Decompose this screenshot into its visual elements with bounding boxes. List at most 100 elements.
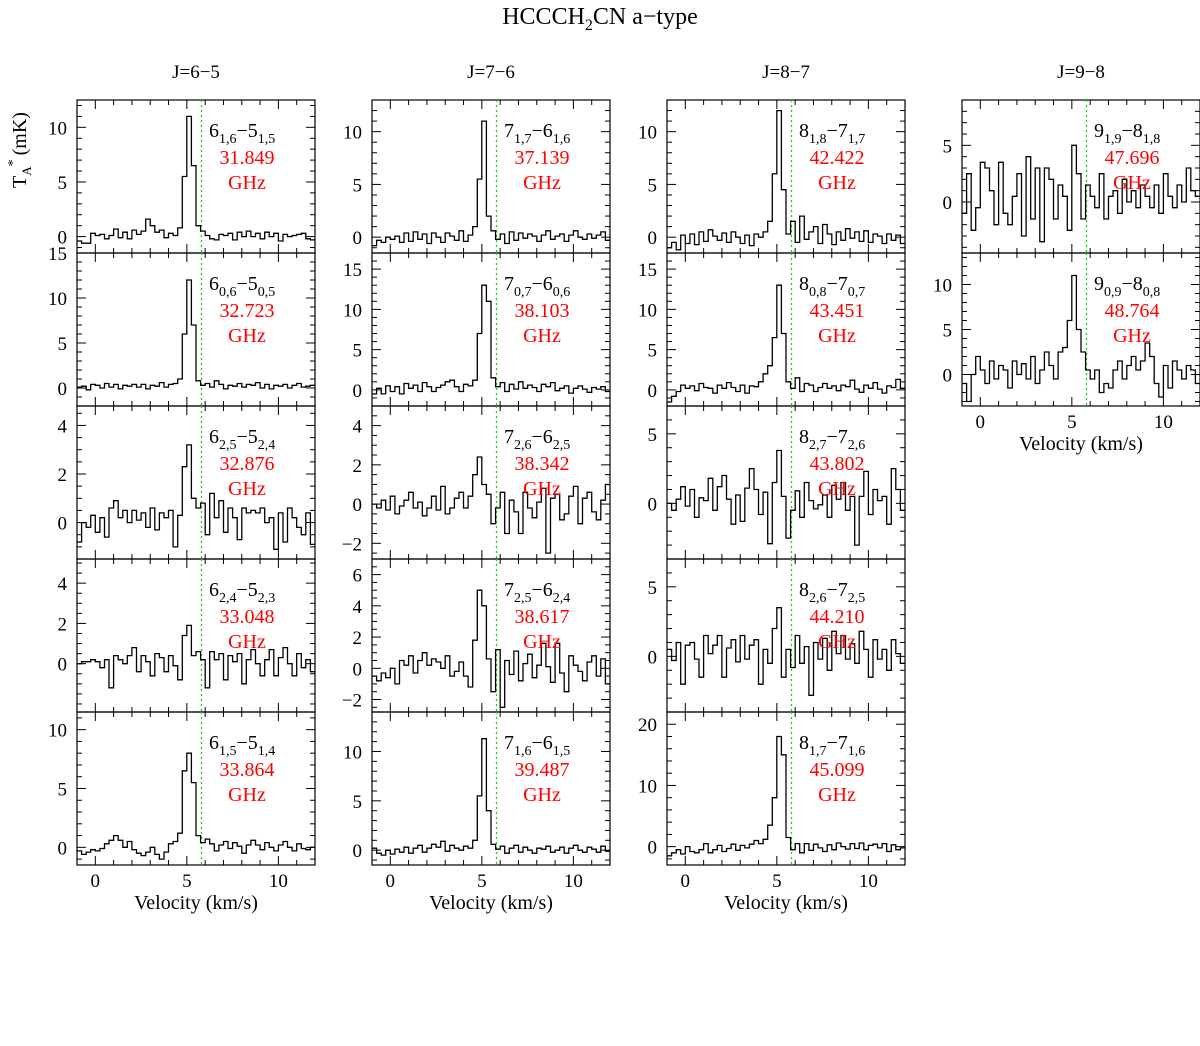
spectrum-line [372, 738, 610, 856]
transition-label: 70,7−60,6 [504, 273, 570, 300]
x-axis-label: Velocity (km/s) [134, 892, 258, 914]
spectrum-panel: 0 5 10 15 80,8−70,743.451 GHz [638, 252, 906, 407]
y-tick-label: 0 [353, 659, 363, 680]
spectrum-panel: 0 5 82,6−72,544.210 GHz [648, 558, 906, 713]
frequency-unit-label: GHz [1113, 325, 1151, 347]
frequency-unit-label: GHz [818, 631, 856, 653]
y-tick-label: 10 [638, 300, 657, 321]
figure-title: HCCCH2CN a−type [502, 4, 698, 34]
x-axis-label: Velocity (km/s) [724, 892, 848, 914]
spectrum-panel: 0 5 10 81,8−71,742.422 GHz [638, 99, 906, 254]
frequency-label: 37.139 [515, 147, 570, 169]
transition-label: 71,6−61,5 [504, 732, 570, 759]
spectrum-panel: 0 5 10 15 60,6−50,532.723 GHz [48, 244, 316, 407]
x-tick-label: 0 [681, 871, 691, 892]
frequency-label: 31.849 [220, 147, 275, 169]
frequency-unit-label: GHz [523, 784, 561, 806]
frequency-label: 44.210 [810, 606, 865, 628]
frequency-label: 39.487 [515, 759, 570, 781]
frequency-label: 32.723 [220, 300, 275, 322]
y-tick-label: 2 [58, 465, 68, 486]
column-3: J=8−7 0 5 10 81,8−71,742.422 GHz 0 5 10 15 80,8−70… [638, 62, 906, 914]
spectrum-line [372, 589, 610, 708]
spectrum-line [372, 456, 610, 554]
y-tick-label: 20 [638, 715, 657, 736]
frequency-label: 33.048 [220, 606, 275, 628]
frequency-label: 32.876 [220, 453, 275, 475]
frequency-label: 48.764 [1105, 300, 1160, 322]
column-header: J=6−5 [172, 62, 220, 83]
transition-label: 80,8−70,7 [799, 273, 865, 300]
spectrum-line [667, 607, 905, 696]
frequency-label: 38.103 [515, 300, 570, 322]
transition-label: 91,9−81,8 [1094, 120, 1160, 147]
y-tick-label: 2 [58, 614, 68, 635]
spectrum-line [962, 274, 1200, 403]
column-1: J=6−5 0 5 10 61,6−51,531.849 GHz 0 5 10 15 60,6−50… [48, 62, 316, 914]
frequency-unit-label: GHz [523, 478, 561, 500]
y-tick-label: −2 [342, 534, 362, 555]
frequency-unit-label: GHz [818, 172, 856, 194]
spectrum-panel: 0 10 20 81,7−71,645.099 GHz 0 5 10 Velocity (km/… [638, 711, 906, 914]
transition-label: 81,8−71,7 [799, 120, 865, 147]
spectrum-panel: −2 0 2 4 6 72,5−62,438.617 GHz [342, 558, 611, 713]
spectrum-panel: 0 5 10 90,9−80,848.764 GHz 0 5 10 Velocity (km/s… [933, 252, 1200, 455]
y-tick-label: 0 [58, 655, 68, 676]
y-tick-label: 0 [648, 838, 658, 859]
spectrum-panel: 0 2 4 62,4−52,333.048 GHz [58, 558, 316, 713]
frequency-unit-label: GHz [523, 325, 561, 347]
panel-frame [666, 711, 906, 866]
x-tick-label: 5 [772, 871, 782, 892]
x-tick-label: 10 [859, 871, 878, 892]
spectrum-line [667, 449, 905, 546]
y-tick-label: 10 [638, 123, 657, 144]
frequency-unit-label: GHz [228, 325, 266, 347]
y-tick-label: 2 [353, 628, 363, 649]
y-tick-label: 10 [343, 300, 362, 321]
y-tick-label: 10 [933, 276, 952, 297]
y-tick-label: 0 [58, 514, 68, 535]
transition-label: 90,9−80,8 [1094, 273, 1160, 300]
y-tick-label: 4 [353, 597, 363, 618]
frequency-label: 47.696 [1105, 147, 1160, 169]
x-tick-label: 0 [976, 412, 986, 433]
frequency-unit-label: GHz [818, 478, 856, 500]
spectrum-line [667, 735, 905, 857]
transition-label: 71,7−61,6 [504, 120, 570, 147]
x-tick-label: 10 [269, 871, 288, 892]
spectrum-line [962, 144, 1200, 243]
y-tick-label: 0 [353, 228, 363, 249]
y-tick-label: 4 [58, 416, 68, 437]
frequency-unit-label: GHz [228, 478, 266, 500]
frequency-unit-label: GHz [523, 172, 561, 194]
transition-label: 72,6−62,5 [504, 426, 570, 453]
frequency-label: 38.617 [515, 606, 570, 628]
frequency-label: 33.864 [220, 759, 275, 781]
y-tick-label: 4 [58, 574, 68, 595]
y-tick-label: 5 [648, 175, 658, 196]
y-tick-label: 0 [353, 841, 363, 862]
transition-label: 61,6−51,5 [209, 120, 275, 147]
panel-frame [76, 558, 316, 713]
y-tick-label: 0 [353, 495, 363, 516]
y-tick-label: 5 [353, 175, 363, 196]
x-tick-label: 0 [386, 871, 396, 892]
spectrum-panel: −2 0 2 4 72,6−62,538.342 GHz [342, 405, 611, 560]
y-tick-label: 0 [648, 228, 658, 249]
y-tick-label: 5 [943, 136, 953, 157]
frequency-unit-label: GHz [818, 784, 856, 806]
spectrum-line [77, 115, 315, 244]
x-tick-label: 5 [1067, 412, 1077, 433]
y-tick-label: 6 [353, 566, 363, 587]
spectrum-line [77, 624, 315, 689]
transition-label: 60,6−50,5 [209, 273, 275, 300]
transition-label: 62,5−52,4 [209, 426, 275, 453]
y-tick-label: 10 [638, 776, 657, 797]
spectrum-line [667, 109, 905, 251]
spectrum-panel: 0 2 4 62,5−52,432.876 GHz [58, 405, 316, 560]
panels-layer: J=6−5 0 5 10 61,6−51,531.849 GHz 0 5 10 15 60,6−50… [48, 62, 1200, 914]
y-tick-label: 10 [48, 721, 67, 742]
x-tick-label: 5 [182, 871, 192, 892]
column-header: J=8−7 [762, 62, 810, 83]
